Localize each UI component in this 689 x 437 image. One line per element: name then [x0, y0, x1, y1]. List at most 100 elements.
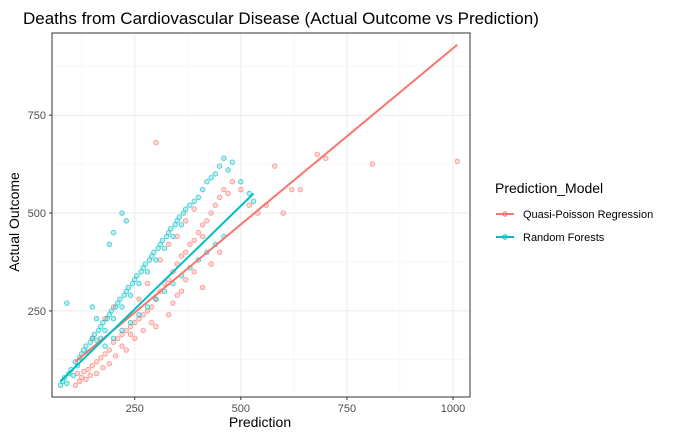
quasi-poisson-regression-point [74, 370, 81, 377]
quasi-poisson-regression-point [195, 229, 202, 236]
quasi-poisson-regression-point [369, 161, 376, 167]
random-forests-point [187, 202, 193, 208]
quasi-poisson-regression-point [119, 343, 125, 349]
quasi-poisson-regression-point [144, 308, 151, 314]
quasi-poisson-regression-point [85, 366, 91, 373]
random-forests-point [91, 331, 98, 338]
quasi-poisson-regression-point [204, 218, 210, 224]
quasi-poisson-regression-point [182, 249, 189, 255]
random-forests-point [93, 316, 100, 322]
random-forests-point [159, 237, 166, 244]
random-forests-point [93, 337, 100, 343]
quasi-poisson-regression-point [199, 222, 206, 228]
random-forests-point [119, 327, 125, 334]
quasi-poisson-regression-point [191, 237, 197, 244]
quasi-poisson-regression-point [178, 288, 185, 295]
quasi-poisson-regression-point [297, 186, 303, 193]
quasi-poisson-regression-point [221, 186, 227, 193]
quasi-poisson-regression-point [93, 370, 100, 377]
quasi-poisson-regression-point [229, 179, 236, 185]
random-forests-point [134, 272, 140, 279]
quasi-poisson-regression-point [216, 194, 223, 201]
random-forests-point [199, 186, 206, 193]
random-forests-point [144, 304, 151, 310]
quasi-poisson-regression-point [79, 374, 85, 381]
random-forests-point [64, 380, 70, 387]
quasi-poisson-regression-point [212, 202, 219, 208]
random-forests-point [102, 327, 108, 334]
x-axis-title: Prediction [229, 414, 291, 430]
quasi-poisson-regression-point [166, 312, 172, 318]
plot-panel: 250 500 750 1000 250 500 750 [28, 32, 471, 415]
random-forests-point [127, 319, 134, 326]
quasi-poisson-regression-point [83, 376, 89, 383]
random-forests-point [195, 194, 202, 201]
random-forests-point [125, 284, 132, 291]
quasi-poisson-regression-point [110, 339, 117, 345]
random-forests-point [119, 304, 125, 310]
quasi-poisson-regression-legend-label: Quasi-Poisson Regression [523, 209, 653, 221]
random-forests-point [153, 296, 159, 302]
y-axis-title: Actual Outcome [6, 172, 22, 272]
quasi-poisson-regression-point [100, 364, 106, 371]
y-tick-label: 250 [28, 306, 46, 318]
quasi-poisson-regression-point [199, 233, 206, 240]
random-forests-point [216, 163, 223, 169]
quasi-poisson-regression-point [191, 269, 197, 275]
quasi-poisson-regression-point [272, 163, 278, 169]
y-tick-label: 500 [28, 208, 46, 220]
random-forests-point [250, 198, 257, 205]
quasi-poisson-regression-point [132, 335, 138, 341]
panel-border [51, 32, 471, 398]
random-forests-legend-swatch-point [502, 234, 508, 240]
random-forests-point [208, 175, 214, 181]
quasi-poisson-regression-point [87, 372, 93, 379]
random-forests-point [170, 233, 176, 240]
random-forests-point [64, 300, 70, 306]
quasi-poisson-regression-point [149, 319, 155, 326]
x-tick-label: 750 [338, 403, 356, 415]
random-forests-point [246, 190, 253, 197]
quasi-poisson-regression-point [127, 323, 134, 330]
random-forests-point [176, 214, 183, 220]
quasi-poisson-regression-point [98, 355, 104, 361]
quasi-poisson-regression-point [314, 151, 320, 158]
quasi-poisson-regression-point [153, 139, 159, 146]
random-forests-point [136, 280, 142, 287]
random-forests-point [136, 312, 142, 318]
random-forests-point [229, 159, 236, 165]
quasi-poisson-regression-point [72, 382, 79, 388]
random-forests-point [191, 198, 197, 205]
quasi-poisson-regression-point [153, 323, 159, 330]
legend: Prediction_Model Quasi-Poisson Regressio… [495, 180, 653, 244]
chart-title: Deaths from Cardiovascular Disease (Actu… [23, 9, 539, 28]
random-forests-point [182, 206, 189, 212]
quasi-poisson-regression-point [112, 353, 119, 359]
random-forests-point [153, 257, 159, 263]
random-forests-point [70, 372, 76, 379]
quasi-poisson-regression-point [140, 327, 146, 334]
quasi-poisson-regression-point [174, 261, 180, 267]
quasi-poisson-regression-point [199, 284, 206, 291]
random-forests-point [212, 171, 219, 177]
random-forests-point [117, 296, 123, 302]
quasi-poisson-regression-point [81, 368, 87, 375]
random-forests-point [110, 316, 117, 322]
quasi-poisson-regression-point [454, 158, 460, 165]
quasi-poisson-regression-point [144, 280, 151, 287]
quasi-poisson-regression-point [246, 202, 253, 208]
quasi-poisson-regression-point [166, 241, 172, 248]
random-forests-point [221, 155, 227, 161]
random-forests-point [225, 167, 231, 173]
y-tick-label: 750 [28, 110, 46, 122]
quasi-poisson-regression-point [170, 300, 176, 306]
random-forests-point [144, 269, 151, 275]
random-forests-point [142, 261, 149, 267]
random-forests-legend-label: Random Forests [523, 232, 605, 244]
random-forests-point [161, 245, 168, 251]
quasi-poisson-regression-point [89, 362, 96, 369]
quasi-poisson-regression-point [289, 186, 295, 193]
quasi-poisson-regression-point [136, 316, 142, 322]
random-forests-point [89, 304, 96, 310]
